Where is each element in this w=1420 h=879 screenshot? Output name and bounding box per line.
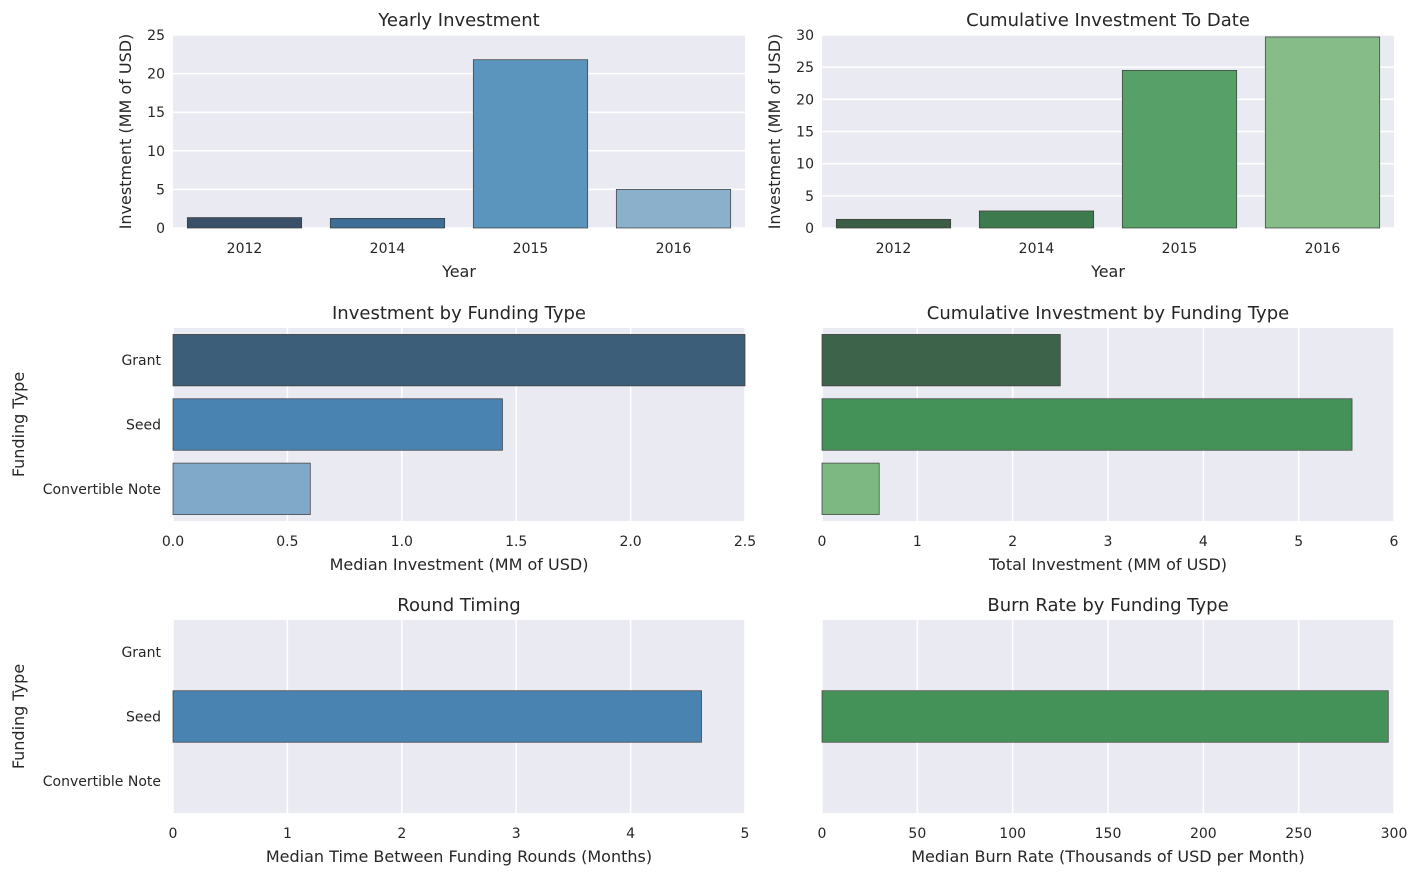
y-tick-label: 10 [796, 157, 814, 173]
x-tick-label: 2.5 [734, 534, 756, 550]
x-tick-label: 300 [1381, 826, 1408, 842]
bar-2015 [472, 59, 589, 229]
bar-grant [172, 334, 746, 387]
y-tick-label: Grant [121, 353, 161, 369]
bar-2016 [615, 189, 732, 229]
y-tick-label: Grant [121, 645, 161, 661]
chart-by_type: 0.0 0.5 1.0 1.5 2.0 2.5 Grant Seed Convertible N… [9, 303, 756, 574]
y-tick-label: Seed [126, 418, 161, 434]
y-tick-label: Convertible Note [43, 482, 161, 498]
x-tick-label: 2 [1008, 534, 1017, 550]
y-tick-label: Seed [126, 710, 161, 726]
y-axis-label: Funding Type [9, 372, 28, 477]
x-tick-label: 150 [1095, 826, 1122, 842]
y-tick-label: 20 [796, 92, 814, 108]
bar-2012 [186, 217, 303, 229]
y-tick-label: 25 [147, 28, 165, 44]
bar-seed [172, 690, 702, 743]
x-axis-label: Total Investment (MM of USD) [988, 555, 1227, 574]
x-tick-label: 2016 [1305, 241, 1341, 257]
y-tick-label: 10 [147, 144, 165, 160]
bar-seed [821, 690, 1389, 743]
y-tick-label: 25 [796, 60, 814, 76]
x-tick-label: 2014 [370, 241, 406, 257]
x-tick-label: 4 [1199, 534, 1208, 550]
chart-title: Cumulative Investment To Date [966, 10, 1250, 31]
x-tick-label: 0 [818, 826, 827, 842]
y-tick-label: 15 [147, 105, 165, 121]
y-axis-label: Funding Type [9, 664, 28, 769]
bar-convertible-note [821, 462, 880, 515]
x-tick-label: 1.5 [505, 534, 527, 550]
chart-title: Round Timing [397, 595, 521, 616]
bar-convertible-note [172, 462, 311, 515]
bar-seed [821, 398, 1353, 451]
y-tick-label: 0 [805, 221, 814, 237]
bar-grant [821, 334, 1061, 387]
chart-yearly: 0 5 10 15 20 25 2012 2014 2015 2016 Yearly Investm… [116, 10, 745, 281]
chart-cumulative: 0 5 10 15 20 25 30 2012 2014 2015 2016 Cumulative I… [765, 10, 1394, 281]
chart-cum_by_type: 0 1 2 3 4 5 6 Cumulative Investment by Funding … [818, 303, 1399, 574]
x-tick-label: 0.5 [276, 534, 298, 550]
chart-title: Investment by Funding Type [332, 303, 586, 324]
x-tick-label: 4 [626, 826, 635, 842]
x-axis-label: Year [441, 262, 476, 281]
x-axis-label: Year [1090, 262, 1125, 281]
x-tick-label: 0 [169, 826, 178, 842]
x-tick-label: 250 [1285, 826, 1312, 842]
x-tick-label: 200 [1190, 826, 1217, 842]
x-tick-label: 2015 [513, 241, 549, 257]
y-axis-label: Investment (MM of USD) [765, 34, 784, 230]
x-axis-label: Median Burn Rate (Thousands of USD per M… [911, 847, 1304, 866]
x-tick-label: 5 [741, 826, 750, 842]
x-tick-label: 3 [512, 826, 521, 842]
bar-2012 [835, 218, 952, 229]
x-tick-label: 2.0 [619, 534, 641, 550]
chart-timing: 0 1 2 3 4 5 Grant Seed Convertible Note Round Tim… [9, 595, 749, 866]
x-tick-label: 0.0 [162, 534, 184, 550]
bar-2015 [1121, 70, 1238, 229]
x-tick-label: 1 [283, 826, 292, 842]
x-tick-label: 2012 [227, 241, 263, 257]
bar-2016 [1264, 36, 1381, 229]
chart-burn: 0 50 100 150 200 250 300 Burn Rate by Funding T… [818, 595, 1408, 866]
x-tick-label: 2014 [1019, 241, 1055, 257]
y-axis-label: Investment (MM of USD) [116, 34, 135, 230]
chart-title: Burn Rate by Funding Type [987, 595, 1228, 616]
y-tick-label: 20 [147, 67, 165, 83]
chart-title: Yearly Investment [377, 10, 539, 31]
x-tick-label: 2012 [876, 241, 912, 257]
x-tick-label: 3 [1104, 534, 1113, 550]
bar-2014 [978, 210, 1095, 229]
y-tick-label: 0 [156, 221, 165, 237]
x-tick-label: 0 [818, 534, 827, 550]
x-tick-label: 50 [908, 826, 926, 842]
y-tick-label: 15 [796, 125, 814, 141]
x-tick-label: 6 [1390, 534, 1399, 550]
x-tick-label: 2015 [1162, 241, 1198, 257]
x-tick-label: 100 [999, 826, 1026, 842]
x-tick-label: 2 [397, 826, 406, 842]
x-tick-label: 2016 [656, 241, 692, 257]
y-tick-label: 5 [805, 189, 814, 205]
bar-seed [172, 398, 503, 451]
y-tick-label: 5 [156, 182, 165, 198]
y-tick-label: 30 [796, 28, 814, 44]
y-tick-label: Convertible Note [43, 774, 161, 790]
bar-2014 [329, 218, 446, 229]
x-axis-label: Median Investment (MM of USD) [330, 555, 589, 574]
x-tick-label: 5 [1294, 534, 1303, 550]
chart-title: Cumulative Investment by Funding Type [927, 303, 1289, 324]
x-tick-label: 1.0 [391, 534, 413, 550]
x-tick-label: 1 [913, 534, 922, 550]
x-axis-label: Median Time Between Funding Rounds (Mont… [266, 847, 652, 866]
